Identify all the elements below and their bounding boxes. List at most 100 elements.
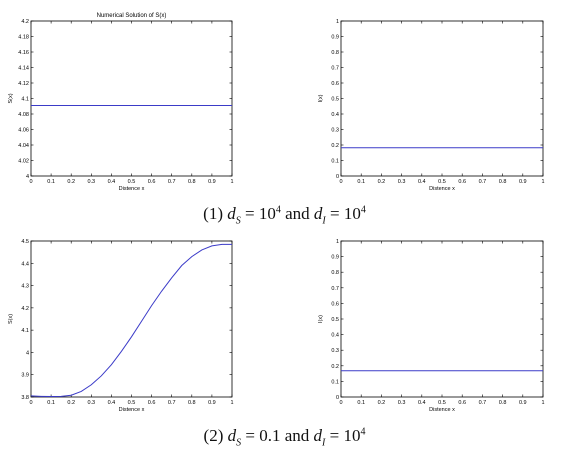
- equals: =: [329, 204, 340, 223]
- x-tick-label: 0.9: [208, 400, 216, 406]
- x-tick-label: 0: [339, 179, 342, 185]
- y-tick-label: 0.1: [331, 159, 339, 165]
- y-tick-label: 4: [26, 350, 29, 356]
- y-tick-label: 1: [336, 19, 339, 25]
- x-tick-label: 0: [29, 400, 32, 406]
- x-axis-label: Distence x: [119, 186, 145, 192]
- y-tick-label: 0: [336, 395, 339, 401]
- y-tick-label: 0.4: [331, 333, 339, 339]
- y-tick-label: 4.4: [21, 261, 29, 267]
- y-tick-label: 3.8: [21, 395, 29, 401]
- x-tick-label: 0.1: [47, 400, 55, 406]
- x-tick-label: 0.9: [519, 179, 527, 185]
- x-tick-label: 0.6: [148, 179, 156, 185]
- y-tick-label: 0.3: [331, 348, 339, 354]
- ds-value: 10: [258, 204, 276, 223]
- y-axis-label: I(x): [318, 94, 324, 102]
- y-tick-label: 4.1: [21, 97, 29, 103]
- y-tick-label: 4.5: [21, 239, 29, 245]
- equals: =: [329, 426, 340, 445]
- x-tick-label: 0.4: [418, 400, 426, 406]
- y-tick-label: 0.2: [331, 143, 339, 149]
- x-tick-label: 0.6: [148, 400, 156, 406]
- plot-frame: [340, 240, 544, 398]
- x-tick-label: 0.2: [378, 400, 386, 406]
- x-tick-label: 1: [230, 179, 233, 185]
- y-tick-label: 0.7: [331, 286, 339, 292]
- x-tick-label: 0.3: [87, 400, 95, 406]
- x-tick-label: 0: [339, 400, 342, 406]
- di-symbol: d: [313, 204, 323, 223]
- y-tick-label: 4.2: [21, 306, 29, 312]
- x-tick-label: 0.6: [458, 400, 466, 406]
- x-tick-label: 0.2: [67, 179, 75, 185]
- ds-symbol: d: [227, 426, 237, 445]
- equals: =: [245, 426, 255, 445]
- x-tick-label: 0.1: [47, 179, 55, 185]
- x-axis-label: Distence x: [429, 407, 455, 413]
- y-axis-label: I(x): [318, 315, 324, 323]
- x-tick-label: 0.4: [108, 400, 116, 406]
- chart-title: Numerical Solution of S(x): [97, 13, 167, 19]
- ds-symbol: d: [227, 204, 236, 223]
- series-line: [30, 243, 232, 398]
- x-tick-label: 0.8: [188, 400, 196, 406]
- x-tick-label: 0.1: [357, 179, 365, 185]
- x-tick-label: 0.9: [208, 179, 216, 185]
- y-tick-label: 1: [336, 239, 339, 245]
- y-tick-label: 0.8: [331, 50, 339, 56]
- y-tick-label: 0.6: [331, 301, 339, 307]
- and-word: and: [285, 204, 310, 223]
- x-tick-label: 0.5: [438, 179, 446, 185]
- y-axis-label: S(x): [8, 93, 14, 103]
- x-axis-label: Distence x: [119, 407, 145, 413]
- y-tick-label: 4.16: [18, 50, 29, 56]
- y-tick-label: 4.3: [21, 284, 29, 290]
- and-word: and: [284, 426, 310, 445]
- di-value: 10: [343, 426, 361, 445]
- y-tick-label: 4: [26, 174, 29, 180]
- y-tick-label: 4.18: [18, 35, 29, 41]
- y-tick-label: 4.02: [18, 159, 29, 165]
- y-tick-label: 0.9: [331, 255, 339, 261]
- di-symbol: d: [313, 426, 323, 445]
- x-tick-label: 0.5: [438, 400, 446, 406]
- x-tick-label: 0.8: [499, 400, 507, 406]
- x-tick-label: 0.7: [479, 400, 487, 406]
- plot-frame: [30, 20, 233, 177]
- di-exponent: 4: [360, 426, 366, 438]
- x-tick-label: 0.8: [188, 179, 196, 185]
- x-tick-label: 0.7: [168, 179, 176, 185]
- y-tick-label: 0.5: [331, 97, 339, 103]
- y-tick-label: 3.9: [21, 373, 29, 379]
- y-tick-label: 0: [336, 174, 339, 180]
- di-exponent: 4: [360, 204, 366, 216]
- y-tick-label: 0.5: [331, 317, 339, 323]
- x-tick-label: 0.9: [519, 400, 527, 406]
- x-tick-label: 0.7: [479, 179, 487, 185]
- y-tick-label: 0.8: [331, 270, 339, 276]
- x-tick-label: 0.2: [378, 179, 386, 185]
- equals: =: [245, 204, 255, 223]
- x-tick-label: 0.4: [108, 179, 116, 185]
- caption-number: (1): [203, 204, 223, 223]
- y-tick-label: 0.3: [331, 128, 339, 134]
- y-tick-label: 4.12: [18, 81, 29, 87]
- di-subscript: I: [322, 215, 326, 227]
- x-tick-label: 0.3: [87, 179, 95, 185]
- x-tick-label: 0.1: [357, 400, 365, 406]
- x-tick-label: 0.7: [168, 400, 176, 406]
- y-tick-label: 0.4: [331, 112, 339, 118]
- y-tick-label: 4.06: [18, 128, 29, 134]
- ds-subscript: S: [235, 215, 241, 227]
- caption-number: (2): [203, 426, 224, 445]
- x-tick-label: 0.8: [499, 179, 507, 185]
- plot-frame: [30, 240, 233, 398]
- y-tick-label: 4.14: [18, 66, 29, 72]
- x-tick-label: 1: [230, 400, 233, 406]
- x-tick-label: 0: [29, 179, 32, 185]
- y-tick-label: 0.2: [331, 364, 339, 370]
- y-tick-label: 4.2: [21, 19, 29, 25]
- x-tick-label: 0.5: [128, 179, 136, 185]
